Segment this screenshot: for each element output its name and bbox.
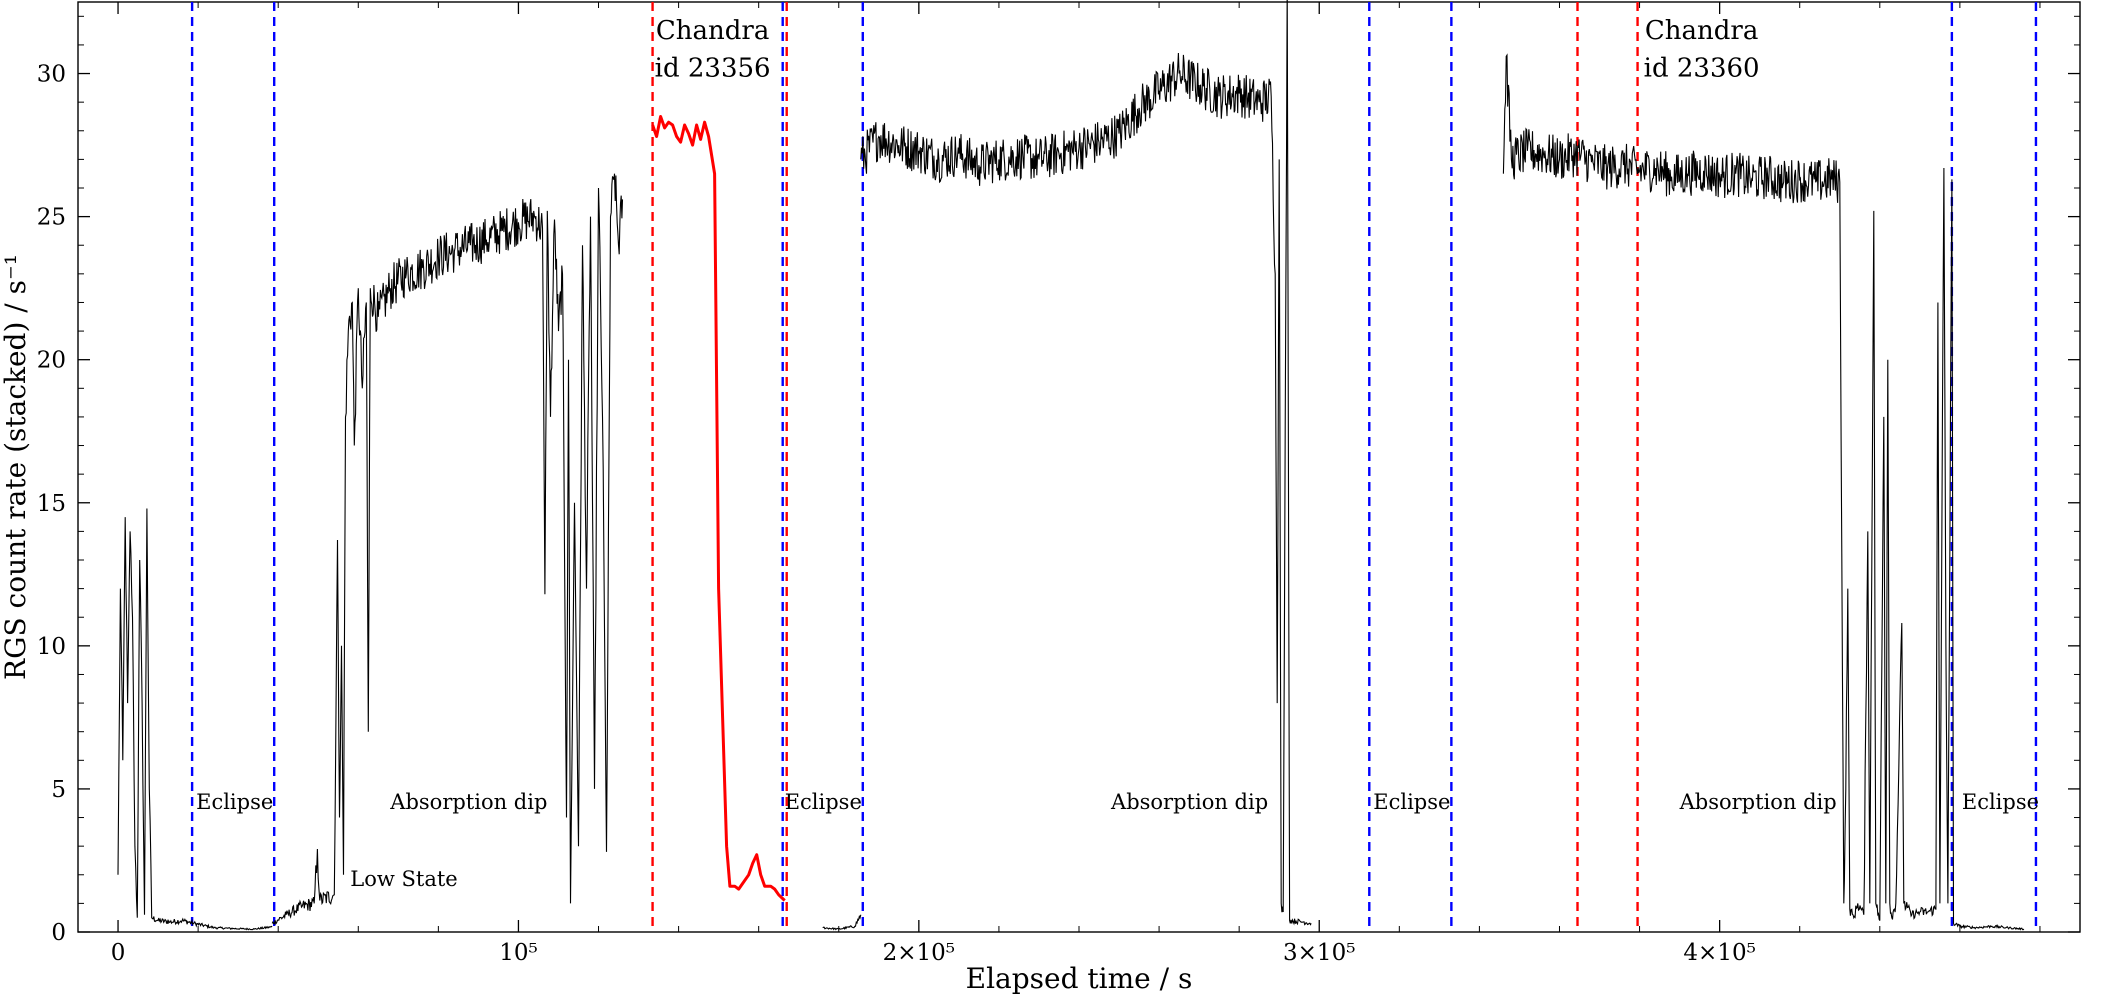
- annotation-label: Absorption dip: [1679, 790, 1837, 814]
- axis-ticks: [78, 2, 2080, 933]
- y-tick-label: 15: [37, 491, 66, 517]
- series-line-black-segment: [860, 0, 1312, 926]
- y-tick-label: 20: [37, 348, 66, 374]
- y-tick-label: 25: [37, 205, 66, 231]
- annotations: Eclipse Absorption dip Low State Chandra id …: [196, 16, 2039, 891]
- y-tick-label: 0: [51, 920, 66, 946]
- x-tick-label: 4×10⁵: [1683, 940, 1755, 966]
- x-tick-label: 2×10⁵: [883, 940, 955, 966]
- y-tick-label: 5: [51, 777, 66, 803]
- series-group: [117, 0, 2025, 931]
- series-line-black-segment: [193, 920, 273, 931]
- y-tick-label: 10: [37, 634, 66, 660]
- annotation-label: Absorption dip: [1110, 790, 1268, 814]
- tick-labels: 0 10⁵ 2×10⁵ 3×10⁵ 4×10⁵ 0 5 10 15 20 25 30: [37, 62, 1756, 966]
- series-line-black-segment: [822, 914, 862, 931]
- annotation-label: Eclipse: [1962, 790, 2039, 814]
- x-axis-label: Elapsed time / s: [966, 962, 1193, 995]
- x-tick-label: 0: [111, 940, 126, 966]
- annotation-label: Low State: [350, 867, 457, 891]
- annotation-label: id 23360: [1644, 53, 1760, 83]
- annotation-label: Chandra: [656, 16, 769, 46]
- annotation-label: Eclipse: [196, 790, 273, 814]
- series-line-red-segment: [651, 115, 786, 902]
- annotation-label: Chandra: [1645, 16, 1758, 46]
- annotation-label: Eclipse: [785, 790, 862, 814]
- annotation-label: Eclipse: [1373, 790, 1450, 814]
- y-tick-label: 30: [37, 62, 66, 88]
- vertical-markers: [190, 2, 2038, 932]
- series-line-black-segment: [271, 173, 624, 925]
- series-line-black-segment: [117, 508, 195, 926]
- x-tick-label: 10⁵: [499, 940, 538, 966]
- series-line-black-segment: [1502, 53, 2025, 931]
- annotation-label: Absorption dip: [389, 790, 547, 814]
- x-tick-label: 3×10⁵: [1283, 940, 1355, 966]
- annotation-label: id 23356: [655, 53, 771, 83]
- y-axis-label: RGS count rate (stacked) / s⁻¹: [0, 254, 32, 680]
